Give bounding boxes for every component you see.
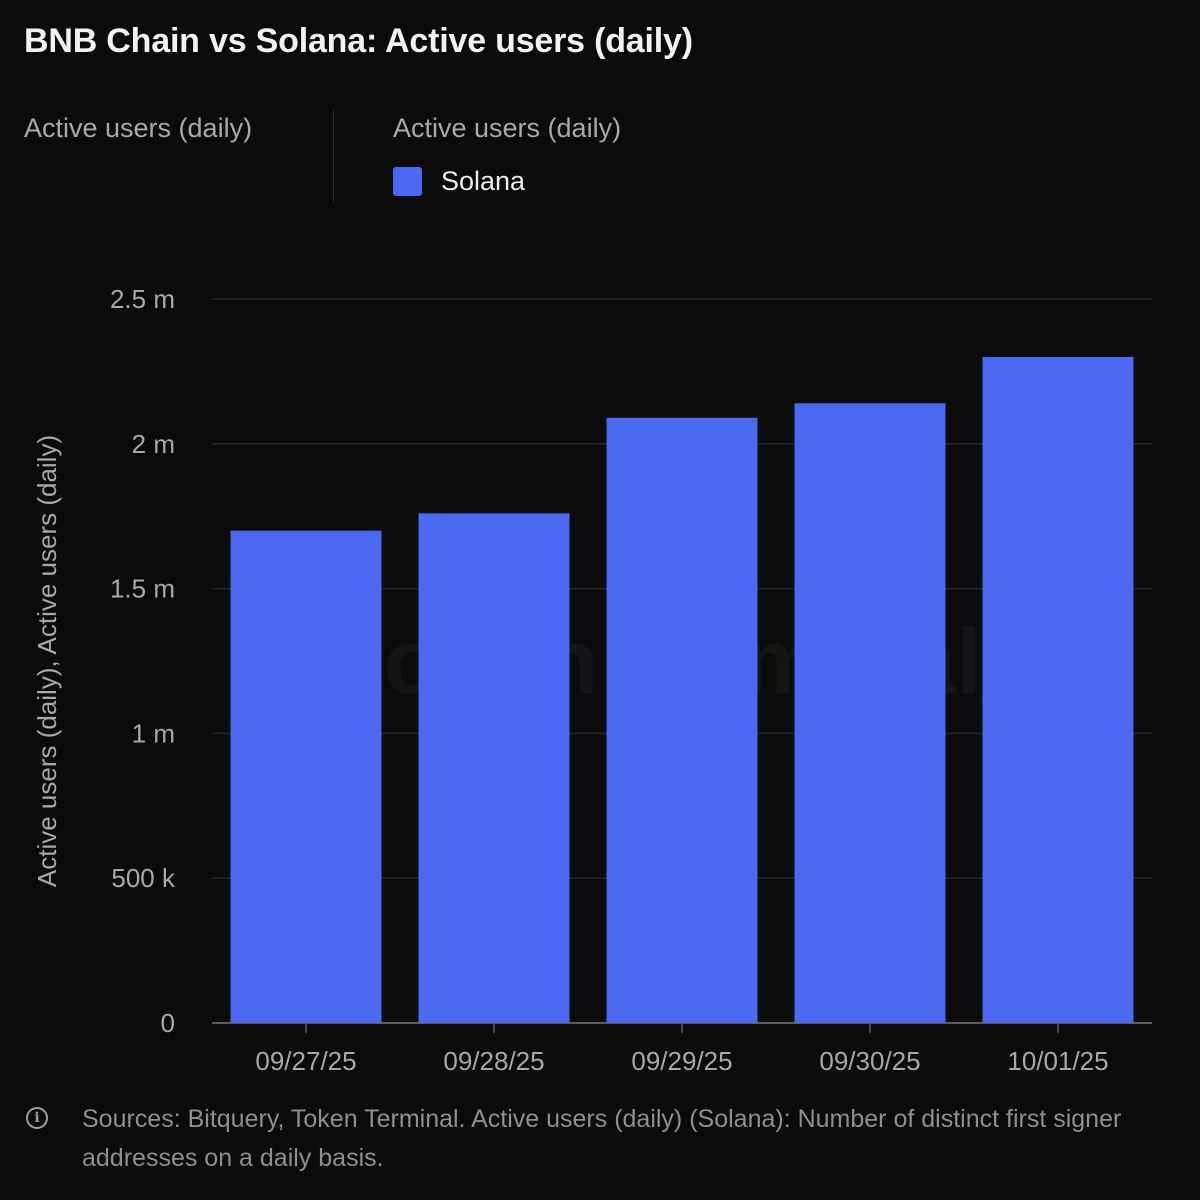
y-tick-label: 2 m — [132, 429, 175, 459]
y-tick-label: 1.5 m — [110, 574, 175, 604]
x-tick-label: 09/30/25 — [819, 1046, 920, 1076]
legend-divider — [333, 110, 334, 202]
bar-09-30-25[interactable] — [794, 403, 946, 1024]
info-icon[interactable]: i — [26, 1107, 48, 1129]
bar-09-27-25[interactable] — [230, 530, 382, 1023]
legend-right-axis-label: Active users (daily) — [393, 113, 622, 143]
bar-09-28-25[interactable] — [418, 513, 570, 1023]
x-tick-label: 09/27/25 — [255, 1046, 356, 1076]
y-tick-label: 1 m — [132, 718, 175, 748]
x-tick-label: 09/28/25 — [443, 1046, 544, 1076]
y-tick-label: 500 k — [111, 863, 176, 893]
y-axis-label: Active users (daily), Active users (dail… — [32, 435, 62, 887]
legend-item-label: Solana — [441, 166, 526, 196]
footnote: i Sources: Bitquery, Token Terminal. Act… — [26, 1100, 1176, 1178]
y-tick-label: 0 — [161, 1008, 175, 1038]
x-tick-label: 09/29/25 — [631, 1046, 732, 1076]
footnote-text: Sources: Bitquery, Token Terminal. Activ… — [82, 1105, 1122, 1172]
bar-10-01-25[interactable] — [982, 356, 1134, 1023]
x-tick-label: 10/01/25 — [1007, 1046, 1108, 1076]
legend-swatch-solana — [393, 167, 422, 196]
legend-item-solana[interactable]: Solana — [393, 166, 525, 197]
chart-title: BNB Chain vs Solana: Active users (daily… — [24, 22, 693, 60]
legend-left-axis-label: Active users (daily) — [24, 113, 253, 143]
y-tick-label: 2.5 m — [110, 284, 175, 314]
bar-09-29-25[interactable] — [606, 417, 758, 1024]
